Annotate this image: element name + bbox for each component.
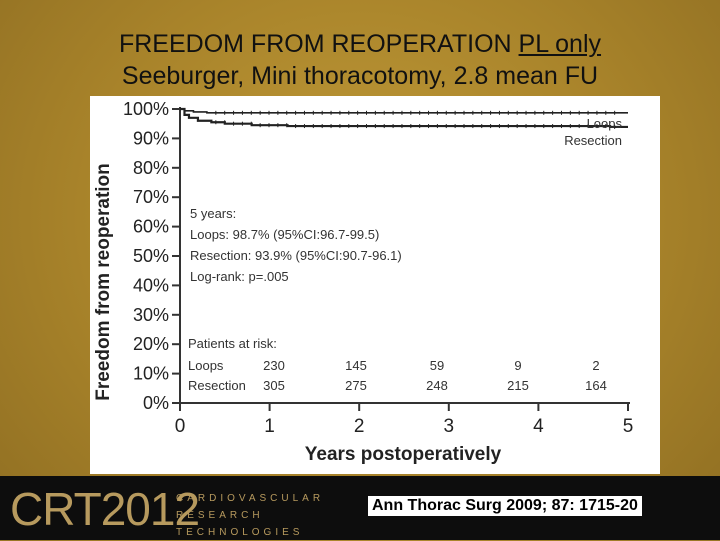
survival-curves	[180, 107, 628, 129]
km-chart: 0% 10% 20% 30% 40% 50% 60% 70% 80% 90% 100% 0 1 2 3 4 5…	[93, 99, 634, 465]
annotation-line: Log-rank: p=.005	[190, 269, 289, 284]
at-risk-header: Patients at risk:	[188, 336, 277, 351]
y-axis-title: Freedom from reoperation	[93, 163, 114, 401]
y-tick-label: 60%	[133, 217, 169, 237]
y-tick-label: 70%	[133, 187, 169, 207]
x-axis-title: Years postoperatively	[305, 444, 502, 465]
at-risk-value: 164	[585, 378, 607, 393]
y-tick-label: 0%	[143, 393, 169, 413]
legend-resection: Resection	[564, 133, 622, 148]
y-axis-ticks: 0% 10% 20% 30% 40% 50% 60% 70% 80% 90% 100%	[123, 99, 180, 413]
x-tick-label: 3	[444, 416, 455, 437]
title-prefix: FREEDOM FROM REOPERATION	[118, 30, 519, 58]
at-risk-label-loops: Loops	[188, 358, 224, 373]
chart-legend: Loops Resection	[564, 116, 622, 148]
at-risk-value: 230	[263, 358, 285, 373]
y-tick-label: 40%	[133, 275, 169, 295]
x-axis-ticks: 0 1 2 3 4 5	[175, 403, 634, 437]
legend-loops: Loops	[587, 116, 623, 131]
footer-bar: CRT2012 CARDIOVASCULAR RESEARCH TECHNOLO…	[0, 476, 720, 540]
at-risk-value: 248	[426, 378, 448, 393]
curve-loops	[180, 108, 628, 114]
x-tick-label: 0	[175, 416, 186, 437]
y-tick-label: 100%	[123, 99, 169, 119]
five-year-annotation: 5 years: Loops: 98.7% (95%CI:96.7-99.5) Re…	[190, 206, 402, 284]
y-tick-label: 90%	[133, 128, 169, 148]
y-tick-label: 50%	[133, 246, 169, 266]
at-risk-value: 215	[507, 378, 529, 393]
slide-title-line2: Seeburger, Mini thoracotomy, 2.8 mean FU	[121, 62, 599, 90]
at-risk-value: 59	[430, 358, 444, 373]
crt-logo-subtitle: CARDIOVASCULAR RESEARCH TECHNOLOGIES	[176, 490, 324, 541]
annotation-line: 5 years:	[190, 206, 236, 221]
logo-sub-line: RESEARCH	[176, 510, 264, 521]
y-tick-label: 20%	[133, 334, 169, 354]
y-tick-label: 80%	[133, 158, 169, 178]
y-tick-label: 30%	[133, 305, 169, 325]
at-risk-value: 2	[592, 358, 599, 373]
crt-logo: CRT2012	[10, 483, 200, 535]
at-risk-value: 275	[345, 378, 367, 393]
at-risk-value: 305	[263, 378, 285, 393]
at-risk-label-resection: Resection	[188, 378, 246, 393]
patients-at-risk-table: Patients at risk: Loops 230 145 59 9 2 Resectio…	[188, 336, 607, 393]
curve-resection	[180, 107, 628, 129]
slide-title-line1: FREEDOM FROM REOPERATION PL only	[0, 29, 720, 59]
x-tick-label: 5	[623, 416, 634, 437]
at-risk-value: 145	[345, 358, 367, 373]
title-underlined: PL only	[518, 30, 602, 58]
x-tick-label: 2	[354, 416, 365, 437]
at-risk-value: 9	[514, 358, 521, 373]
x-tick-label: 4	[533, 416, 544, 437]
logo-sub-line: CARDIOVASCULAR	[176, 493, 325, 504]
citation: Ann Thorac Surg 2009; 87: 1715-20	[368, 496, 642, 516]
km-chart-panel: 0% 10% 20% 30% 40% 50% 60% 70% 80% 90% 100% 0 1 2 3 4 5…	[90, 96, 660, 474]
annotation-line: Loops: 98.7% (95%CI:96.7-99.5)	[190, 227, 379, 242]
logo-sub-line: TECHNOLOGIES	[176, 527, 304, 538]
annotation-line: Resection: 93.9% (95%CI:90.7-96.1)	[190, 248, 402, 263]
y-tick-label: 10%	[133, 364, 169, 384]
x-tick-label: 1	[264, 416, 275, 437]
